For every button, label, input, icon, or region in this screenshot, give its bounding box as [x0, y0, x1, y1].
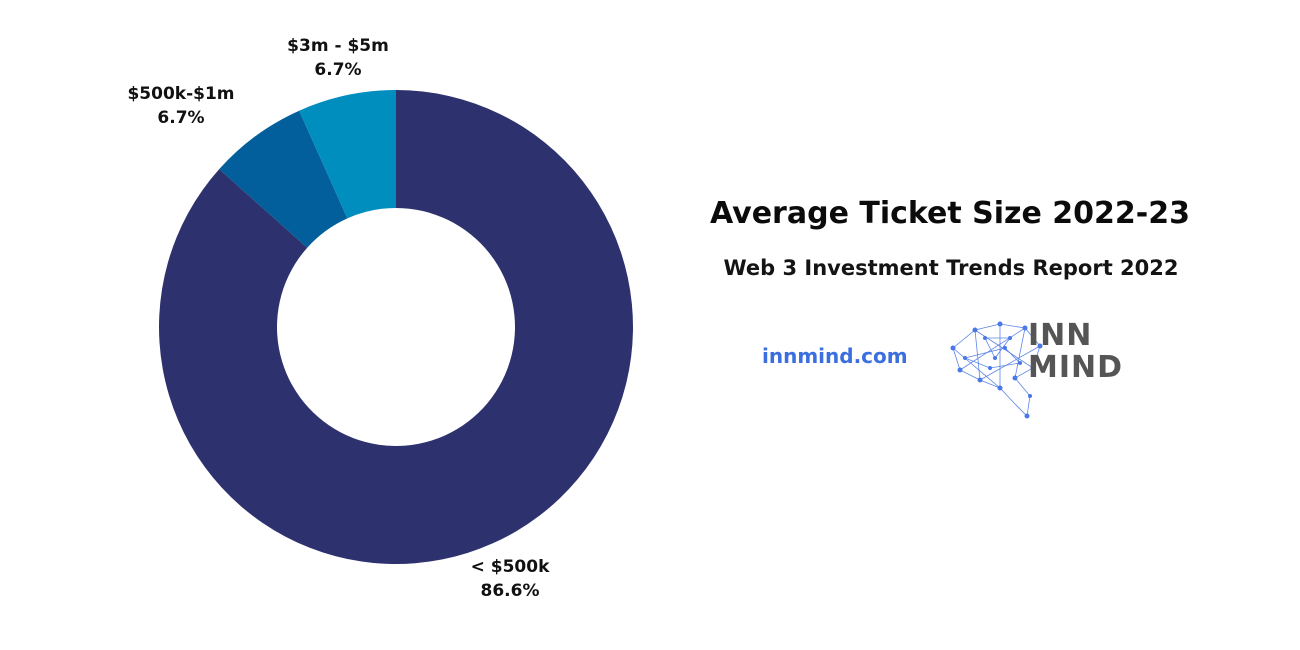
logo-line-inn: INN — [1028, 318, 1093, 353]
donut-slice-3m-5m — [299, 90, 396, 219]
innmind-logo: INN MIND — [1028, 320, 1123, 384]
chart-subtitle: Web 3 Investment Trends Report 2022 — [723, 256, 1179, 280]
chart-title: Average Ticket Size 2022-23 — [710, 196, 1190, 231]
donut-chart-svg — [158, 90, 634, 564]
donut-slice-under-500k — [158, 90, 634, 564]
slice-category-3m-5m: $3m - $5m — [287, 36, 389, 56]
donut-chart: < $500k 86.6% $500k-$1m 6.7% $3m - $5m 6… — [127, 34, 634, 603]
slice-category-500k-1m: $500k-$1m — [127, 84, 235, 104]
slice-label-under-500k: < $500k 86.6% — [471, 555, 550, 603]
slice-category-under-500k: < $500k — [470, 557, 550, 577]
donut-slice-500k-1m — [219, 110, 348, 248]
network-brain-icon — [950, 321, 1043, 419]
slice-value-under-500k: 86.6% — [480, 581, 540, 601]
slice-value-500k-1m: 6.7% — [157, 108, 205, 128]
logo-line-mind: MIND — [1028, 350, 1124, 385]
slice-label-3m-5m: $3m - $5m 6.7% — [287, 34, 389, 82]
slice-value-3m-5m: 6.7% — [314, 60, 362, 80]
innmind-site-link[interactable]: innmind.com — [762, 344, 908, 368]
slice-label-500k-1m: $500k-$1m 6.7% — [127, 82, 234, 130]
